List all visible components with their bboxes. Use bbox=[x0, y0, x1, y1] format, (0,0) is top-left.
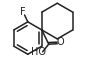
Text: F: F bbox=[20, 7, 25, 17]
Text: O: O bbox=[56, 37, 64, 47]
Text: HO: HO bbox=[31, 47, 46, 57]
